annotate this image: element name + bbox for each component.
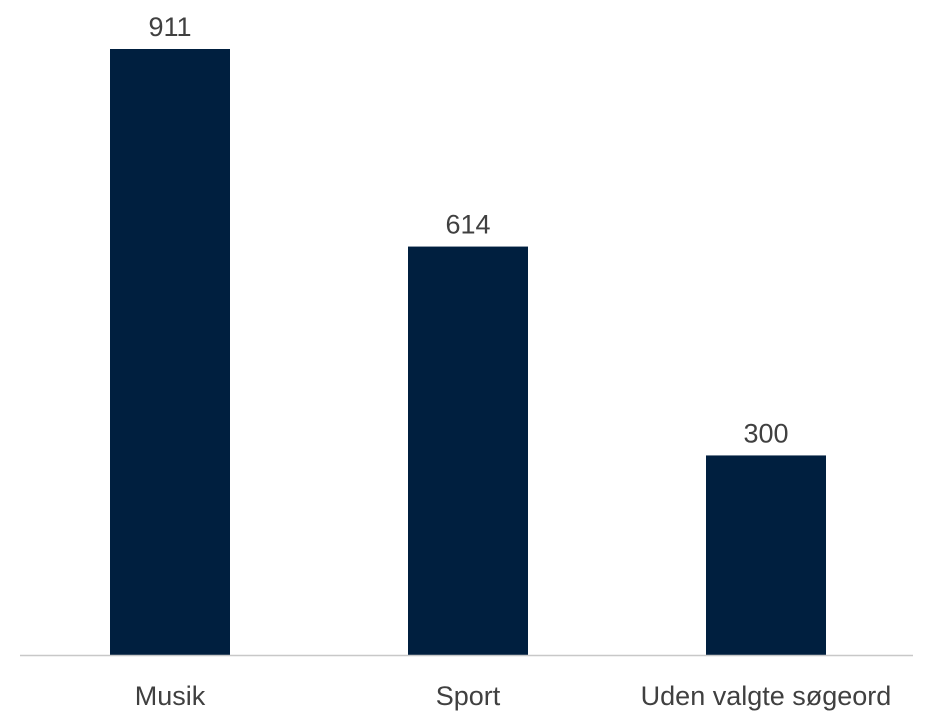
data-labels-layer: 911 614 300 — [148, 12, 788, 448]
x-tick-label-3: Uden valgte søgeord — [641, 681, 892, 711]
bars-layer — [110, 49, 826, 655]
bar-1 — [110, 49, 230, 655]
bar-3 — [706, 455, 826, 655]
bar-2 — [408, 246, 528, 655]
data-label-2: 614 — [445, 210, 490, 240]
x-tick-label-2: Sport — [436, 681, 501, 711]
data-label-1: 911 — [148, 12, 191, 42]
x-tick-label-1: Musik — [135, 681, 206, 711]
data-label-3: 300 — [743, 418, 788, 448]
x-tick-labels-layer: Musik Sport Uden valgte søgeord — [135, 681, 892, 711]
